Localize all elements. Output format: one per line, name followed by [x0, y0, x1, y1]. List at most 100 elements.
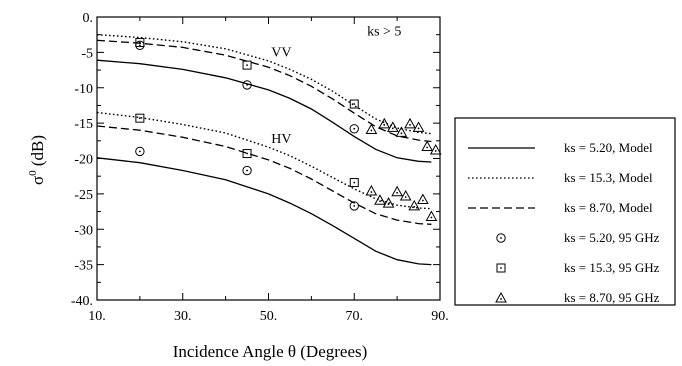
legend-box: [454, 117, 676, 306]
marker-center-dot: [430, 216, 433, 219]
marker-center-dot: [400, 132, 403, 135]
legend-label: ks = 8.70, Model: [564, 200, 653, 215]
curve-vv-dotted: [96, 34, 432, 135]
square-marker-box: [349, 99, 359, 109]
triangle-marker-shape: [365, 123, 378, 134]
marker-center-dot: [246, 152, 248, 155]
data-point-square-dot: [242, 149, 252, 159]
marker-center-dot: [500, 298, 502, 300]
data-point-circle-dot: [135, 146, 145, 157]
data-point-square-dot: [135, 37, 145, 47]
x-tick-label: 30.: [174, 309, 192, 324]
legend-swatch-circle-dot: [496, 233, 506, 243]
marker-center-dot: [404, 196, 407, 198]
marker-center-dot: [370, 129, 373, 132]
circle-marker-ring: [496, 233, 506, 243]
square-marker-box: [242, 60, 252, 70]
data-point-triangle-dot: [365, 123, 378, 134]
marker-center-dot: [353, 205, 356, 207]
data-point-triangle-dot: [382, 197, 395, 208]
triangle-marker-shape: [391, 185, 403, 197]
y-tick-label: -5: [81, 46, 93, 61]
marker-center-dot: [387, 203, 390, 205]
y-axis-label-main: σ: [28, 176, 47, 185]
data-point-square-dot: [349, 178, 359, 188]
data-point-triangle-dot: [395, 126, 408, 137]
marker-center-dot: [396, 191, 399, 194]
y-tick-label: -40.: [71, 294, 93, 309]
data-point-circle-dot: [242, 165, 252, 176]
y-axis-label-superscript: 0: [27, 170, 39, 176]
marker-center-dot: [138, 41, 141, 44]
marker-center-dot: [500, 267, 502, 269]
curve-hv-solid: [96, 157, 432, 266]
data-point-circle-dot: [349, 124, 359, 134]
triangle-marker-shape: [382, 197, 395, 208]
marker-center-dot: [426, 146, 429, 149]
model-curves: [96, 34, 432, 266]
annotation-label: ks > 5: [367, 24, 401, 39]
marker-center-dot: [353, 181, 356, 184]
triangle-marker-shape: [421, 140, 433, 151]
data-point-circle-dot: [349, 201, 359, 211]
triangle-marker-shape: [399, 189, 412, 201]
legend-item: ks = 8.70, Model: [468, 200, 653, 215]
square-marker-box: [349, 178, 359, 188]
annotation-label: HV: [271, 132, 291, 147]
marker-center-dot: [383, 123, 386, 126]
data-point-triangle-dot: [404, 117, 416, 129]
legend-item: ks = 5.20, 95 GHz: [496, 230, 660, 245]
marker-center-dot: [421, 199, 424, 202]
legend-label: ks = 8.70, 95 GHz: [564, 290, 660, 305]
marker-center-dot: [409, 123, 411, 126]
y-tick-label: -25: [74, 188, 93, 203]
legend-label: ks = 5.20, 95 GHz: [564, 230, 660, 245]
y-axis-label-unit: (dB): [28, 135, 47, 170]
data-point-triangle-dot: [391, 185, 403, 197]
triangle-marker-shape: [495, 291, 507, 303]
curve-hv-dashed: [96, 125, 432, 225]
triangle-marker-shape: [412, 121, 425, 132]
legend-swatch-square-dot: [496, 263, 506, 273]
marker-center-dot: [353, 103, 356, 105]
circle-marker-ring: [242, 80, 252, 90]
x-axis-label: Incidence Angle θ (Degrees): [173, 342, 368, 361]
marker-center-dot: [500, 237, 502, 239]
data-point-circle-dot: [242, 80, 252, 90]
triangle-marker-shape: [386, 121, 399, 132]
square-marker-box: [135, 113, 145, 123]
circle-marker-ring: [349, 124, 359, 134]
data-point-triangle-dot: [386, 121, 399, 132]
data-point-triangle-dot: [425, 210, 438, 222]
data-point-triangle-dot: [365, 185, 378, 196]
legend-item: ks = 5.20, Model: [468, 140, 653, 155]
curve-vv-solid: [96, 59, 432, 163]
triangle-marker-shape: [425, 210, 438, 222]
marker-center-dot: [370, 191, 373, 193]
marker-center-dot: [138, 117, 141, 120]
curve-hv-dotted: [96, 111, 432, 210]
y-tick-label: -20: [74, 153, 93, 168]
y-tick-labels: 0. -5 -10 -15 -20 -25 -30 -35 -40.: [71, 11, 93, 309]
data-point-triangle-dot: [374, 194, 386, 205]
triangle-marker-shape: [417, 193, 429, 205]
y-tick-label: -30: [74, 223, 93, 238]
tick-marks: [96, 16, 441, 301]
triangle-marker-shape: [374, 194, 386, 205]
legend-item: ks = 8.70, 95 GHz: [495, 290, 660, 305]
marker-center-dot: [246, 64, 248, 67]
legend-label: ks = 15.3, Model: [564, 170, 653, 185]
y-tick-label: -15: [74, 117, 93, 132]
data-point-triangle-dot: [408, 199, 421, 211]
curve-vv-dashed: [96, 39, 432, 143]
triangle-marker-shape: [408, 199, 421, 211]
marker-center-dot: [138, 44, 141, 47]
data-point-triangle-dot: [421, 140, 433, 151]
circle-marker-ring: [349, 201, 359, 211]
circle-marker-ring: [135, 146, 145, 157]
y-tick-label: -10: [74, 82, 93, 97]
triangle-marker-shape: [429, 143, 442, 155]
triangle-marker-shape: [404, 117, 416, 129]
marker-center-dot: [417, 127, 420, 130]
data-point-triangle-dot: [412, 121, 425, 132]
